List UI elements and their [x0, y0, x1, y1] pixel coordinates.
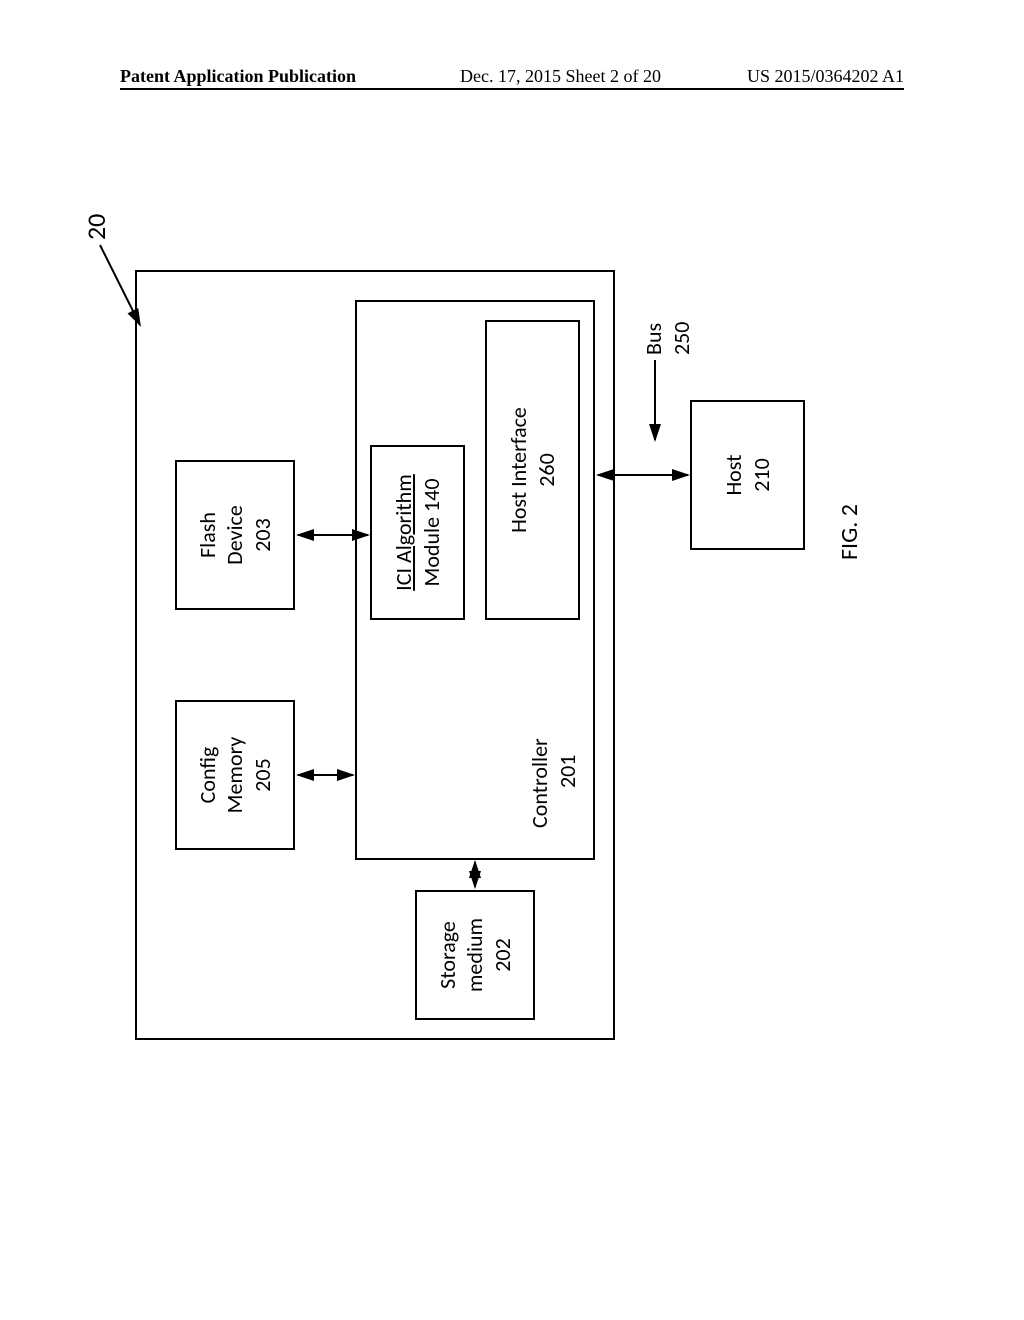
storage-l3: 202: [489, 938, 517, 971]
ref-20-leader: [95, 230, 145, 340]
header-pubnum: US 2015/0364202 A1: [747, 66, 904, 87]
flash-l2: Device: [221, 505, 249, 565]
hostif-l1: Host Interface: [505, 407, 533, 533]
ici-module-box: ICI Algorithm Module 140: [370, 445, 465, 620]
controller-l1: Controller: [526, 738, 554, 828]
bus-leader: [645, 350, 675, 450]
arrow-config-controller: [295, 765, 357, 785]
storage-medium-box: Storage medium 202: [415, 890, 535, 1020]
config-memory-box: Config Memory 205: [175, 700, 295, 850]
arrow-storage-controller: [465, 858, 485, 890]
ici-l1: ICI Algorithm: [390, 474, 418, 591]
config-l2: Memory: [221, 737, 249, 814]
figure-caption: FIG. 2: [835, 504, 864, 560]
figure-2-diagram: 20 Storage medium 202 Config Memory 205 …: [0, 310, 1005, 1040]
header-date-sheet: Dec. 17, 2015 Sheet 2 of 20: [460, 66, 661, 87]
config-l1: Config: [194, 747, 222, 804]
host-interface-box: Host Interface 260: [485, 320, 580, 620]
host-l2: 210: [748, 458, 776, 491]
controller-l2: 201: [554, 755, 582, 828]
ici-l2: Module 140: [418, 479, 446, 587]
flash-device-box: Flash Device 203: [175, 460, 295, 610]
arrow-hostif-host: [595, 465, 692, 485]
arrow-flash-ici: [295, 525, 372, 545]
host-l1: Host: [720, 454, 748, 495]
storage-l2: medium: [461, 918, 489, 992]
page: Patent Application Publication Dec. 17, …: [0, 0, 1024, 1320]
flash-l3: 203: [249, 518, 277, 551]
flash-l1: Flash: [194, 512, 222, 558]
header-publication: Patent Application Publication: [120, 66, 356, 87]
config-l3: 205: [249, 758, 277, 791]
host-box: Host 210: [690, 400, 805, 550]
bus-label: Bus 250: [640, 310, 695, 355]
page-header: Patent Application Publication Dec. 17, …: [120, 86, 904, 90]
storage-l1: Storage: [434, 921, 462, 989]
hostif-l2: 260: [533, 453, 561, 486]
